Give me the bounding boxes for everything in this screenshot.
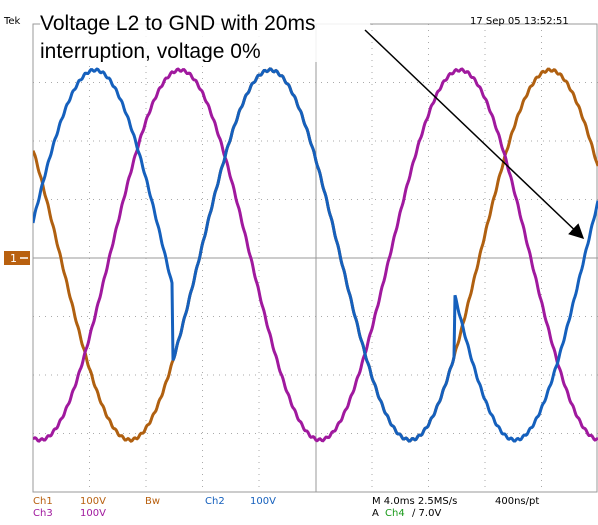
trace-ch3 [33, 67, 598, 443]
trigger-source: Ch4 [385, 508, 405, 519]
ch-label: Ch3 [33, 508, 53, 519]
ch-scale: 100V [80, 508, 106, 519]
traces [33, 67, 598, 443]
annotation: Voltage L2 to GND with 20ms interruption… [40, 4, 370, 63]
footer: Ch1 100V Bw Ch2 100V M 4.0ms 2.5MS/s 400… [33, 496, 539, 519]
ch1-marker: 1 [10, 252, 17, 265]
ch1-marker-bg [4, 251, 30, 265]
annotation-arrow [364, 29, 585, 240]
brand: Tek [3, 16, 21, 27]
bw: Bw [145, 496, 160, 507]
annotation-line: interruption, voltage 0% [40, 40, 261, 63]
ch-scale: 100V [80, 496, 106, 507]
ch-scale: 100V [250, 496, 276, 507]
trigger-level: ∕ 7.0V [412, 508, 441, 519]
resolution: 400ns/pt [495, 496, 539, 507]
annotation-bg [40, 4, 370, 62]
ch-label: Ch1 [33, 496, 53, 507]
trace-ch2 [33, 67, 598, 443]
annotation-line: Voltage L2 to GND with 20ms [40, 12, 315, 35]
ch-label: Ch2 [205, 496, 225, 507]
timestamp: 17 Sep 05 13:52:51 [470, 16, 569, 27]
trigger-mode: A [372, 508, 379, 519]
timebase: M 4.0ms 2.5MS/s [372, 496, 457, 507]
